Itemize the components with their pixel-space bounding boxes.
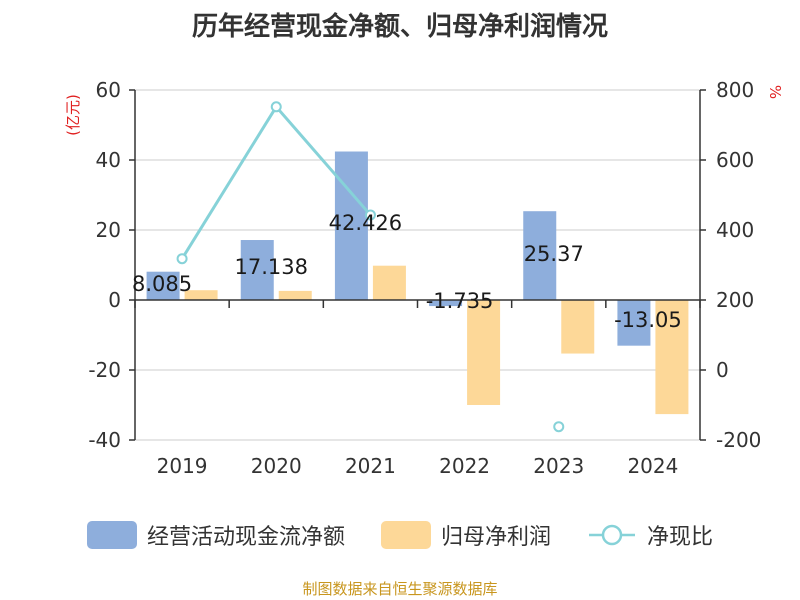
right-tick-label: 400: [716, 218, 754, 242]
bar-cash-flow: [523, 211, 557, 300]
x-tick-label: 2022: [439, 454, 490, 478]
legend-item-ratio[interactable]: 净现比: [587, 519, 713, 551]
legend-label-cash-flow: 经营活动现金流净额: [146, 525, 345, 550]
ratio-line-segment: [180, 106, 278, 260]
right-tick-label: 800: [716, 78, 754, 102]
right-axis-unit: %: [766, 85, 784, 99]
bar-net-profit: [278, 290, 312, 300]
x-tick-label: 2023: [533, 454, 584, 478]
right-tick-label: 600: [716, 148, 754, 172]
bar-series-layer: [146, 151, 689, 415]
bar-cash-flow: [429, 300, 463, 307]
bar-net-profit: [184, 290, 218, 300]
left-tick-label: -20: [88, 358, 121, 382]
x-tick-label: 2019: [157, 454, 208, 478]
right-tick-label: -200: [716, 428, 761, 452]
legend-swatch-ratio: [589, 524, 635, 546]
bar-cash-flow: [240, 240, 274, 300]
left-tick-label: -40: [88, 428, 121, 452]
legend-swatch-cash-flow: [86, 521, 137, 549]
data-label-cash-flow: 17.138: [235, 255, 308, 279]
bar-net-profit: [372, 265, 406, 300]
left-axis-unit: (亿元): [64, 94, 82, 136]
bar-net-profit: [655, 300, 689, 415]
ratio-point: [553, 421, 565, 433]
data-label-cash-flow: 25.37: [524, 242, 584, 266]
data-label-cash-flow: 8.085: [132, 272, 192, 296]
right-tick-label: 200: [716, 288, 754, 312]
data-labels: 8.085 17.138 42.426 -1.735 25.37 -13.05: [132, 211, 682, 332]
bar-cash-flow: [146, 271, 180, 300]
x-tick-label: 2024: [627, 454, 678, 478]
ratio-point: [270, 101, 282, 113]
grid-lines: [135, 89, 700, 441]
left-tick-label: 0: [108, 288, 121, 312]
legend-label-net-profit: 归母净利润: [440, 525, 551, 550]
legend-item-cash-flow[interactable]: 经营活动现金流净额: [86, 519, 345, 551]
source-note: 制图数据来自恒生聚源数据库: [302, 580, 498, 598]
left-tick-label: 40: [96, 148, 121, 172]
left-tick-label: 20: [96, 218, 121, 242]
ratio-point: [176, 253, 188, 265]
data-label-cash-flow: 42.426: [329, 211, 402, 235]
right-tick-label: 0: [716, 358, 729, 382]
left-tick-label: 60: [96, 78, 121, 102]
x-tick-label: 2021: [345, 454, 396, 478]
data-label-cash-flow: -1.735: [426, 289, 494, 313]
bar-cash-flow: [617, 300, 651, 346]
x-tick-label: 2020: [251, 454, 302, 478]
ratio-line-layer: [176, 101, 565, 433]
legend-label-ratio: 净现比: [647, 525, 714, 550]
legend-swatch-net-profit: [380, 521, 431, 549]
ratio-point: [364, 209, 376, 221]
ratio-line-segment: [275, 105, 372, 216]
data-label-cash-flow: -13.05: [614, 308, 682, 332]
bar-cash-flow: [334, 151, 368, 300]
chart-title: 历年经营现金净额、归母净利润情况: [191, 12, 608, 42]
bar-net-profit: [467, 300, 501, 405]
legend: 经营活动现金流净额 归母净利润 净现比: [0, 515, 800, 555]
bar-net-profit: [561, 300, 595, 354]
legend-item-net-profit[interactable]: 归母净利润: [380, 519, 551, 551]
